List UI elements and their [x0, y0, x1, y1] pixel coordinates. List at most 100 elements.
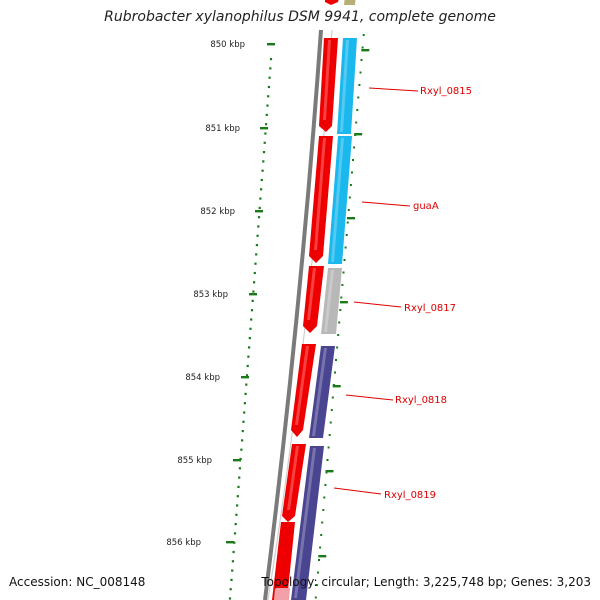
scale-outer-tick [341, 284, 344, 286]
scale-minor-tick [242, 420, 245, 423]
scale-outer-tick [318, 559, 320, 561]
scale-outer-tick [322, 509, 325, 511]
scale-tick-label: 853 kbp [193, 290, 228, 300]
scale-outer-tick [335, 359, 337, 361]
scale-outer-tick [339, 309, 342, 311]
scale-outer-tick [361, 46, 364, 49]
scale-minor-tick [257, 225, 260, 228]
scale-outer-tick [337, 334, 340, 336]
scale-outer-tick [349, 184, 352, 186]
scale-outer-tick [342, 271, 345, 274]
topology-label: Topology: circular; Length: 3,225,748 bp… [261, 575, 591, 589]
scale-minor-tick [243, 411, 246, 414]
scale-outer-tick [357, 96, 360, 99]
map-title: Rubrobacter xylanophilus DSM 9941, compl… [104, 9, 496, 25]
scale-minor-tick [232, 550, 235, 554]
gene-label[interactable]: Rxyl_0819 [384, 490, 436, 501]
gene-band-highlight [312, 348, 327, 436]
scale-minor-tick [233, 532, 237, 535]
scale-minor-tick [267, 85, 270, 89]
scale-tick-label: 850 kbp [210, 40, 245, 50]
scale-major-tick [233, 459, 241, 462]
scale-outer-tick [319, 546, 322, 549]
scale-minor-tick [254, 262, 257, 265]
scale-minor-tick [233, 541, 236, 544]
scale-minor-tick [262, 151, 266, 154]
scale-outer-tick [347, 209, 350, 211]
scale-outer-major-tick [347, 217, 355, 220]
scale-minor-tick [260, 178, 263, 182]
scale-minor-tick [269, 58, 273, 61]
scale-outer-tick [315, 584, 318, 586]
scale-outer-tick [334, 371, 336, 374]
gene-band-highlight [324, 270, 334, 332]
scale-outer-tick [326, 459, 329, 461]
gene-label[interactable]: guaA [413, 201, 439, 212]
scale-outer-tick [314, 596, 317, 599]
gene-callout-line [353, 301, 402, 308]
gene-band [291, 446, 324, 600]
scale-minor-tick [261, 169, 264, 172]
accession-label: Accession: NC_008148 [9, 575, 146, 589]
scale-minor-tick [228, 597, 232, 600]
scale-major-tick [260, 127, 268, 130]
scale-minor-tick [245, 383, 248, 386]
scale-major-tick [241, 376, 249, 379]
scale-minor-tick [260, 188, 263, 191]
scale-outer-tick [338, 321, 341, 324]
gene-band-highlight [331, 138, 344, 262]
feature-bottom-pink [274, 588, 290, 600]
gene-band [337, 38, 357, 134]
scale-outer-tick [362, 34, 365, 36]
scale-minor-tick [258, 206, 261, 209]
gene-label[interactable]: Rxyl_0818 [395, 395, 447, 406]
scale-minor-tick [238, 476, 241, 479]
scale-minor-tick [230, 578, 233, 581]
scale-minor-tick [256, 234, 259, 237]
scale-outer-tick [352, 159, 354, 161]
scale-outer-tick [344, 246, 347, 249]
scale-outer-tick [346, 221, 349, 224]
cds-forward-top-partial [325, 0, 339, 5]
scale-minor-tick [253, 281, 256, 284]
scale-minor-tick [234, 523, 237, 526]
scale-minor-tick [245, 374, 249, 377]
scale-minor-tick [231, 569, 234, 572]
gene-label[interactable]: Rxyl_0817 [404, 303, 456, 314]
scale-minor-tick [236, 504, 239, 507]
scale-minor-tick [264, 132, 267, 135]
scale-major-tick [226, 541, 234, 544]
scale-major-tick [267, 43, 275, 46]
scale-outer-tick [336, 346, 339, 349]
scale-minor-tick [249, 327, 252, 330]
scale-minor-tick [263, 141, 266, 144]
scale-outer-tick [360, 59, 363, 61]
gene-band [309, 346, 335, 438]
scale-minor-tick [257, 216, 261, 219]
scale-outer-tick [329, 421, 332, 424]
scale-minor-tick [269, 67, 272, 70]
scale-outer-tick [328, 434, 331, 436]
gene-band [321, 268, 342, 334]
scale-outer-major-tick [332, 385, 341, 388]
gene-label[interactable]: Rxyl_0815 [420, 86, 472, 97]
scale-outer-tick [359, 71, 362, 74]
gene-callout-line [333, 487, 382, 495]
scale-minor-tick [255, 244, 258, 247]
scale-minor-tick [231, 560, 234, 563]
gene-band-highlight [294, 448, 316, 598]
scale-minor-tick [247, 355, 250, 358]
scale-minor-tick [265, 123, 268, 126]
scale-outer-tick [343, 259, 346, 261]
scale-minor-tick [250, 318, 253, 321]
cds-forward-6 [272, 522, 295, 600]
cds-highlight-5 [287, 446, 299, 510]
scale-outer-tick [348, 196, 351, 199]
cds-forward-5 [282, 444, 306, 522]
scale-outer-tick [345, 234, 348, 236]
scale-minor-tick [236, 495, 239, 498]
cds-highlight-1 [323, 40, 331, 120]
scale-minor-tick [253, 271, 256, 275]
scale-outer-tick [340, 296, 343, 299]
scale-outer-major-tick [361, 49, 370, 52]
